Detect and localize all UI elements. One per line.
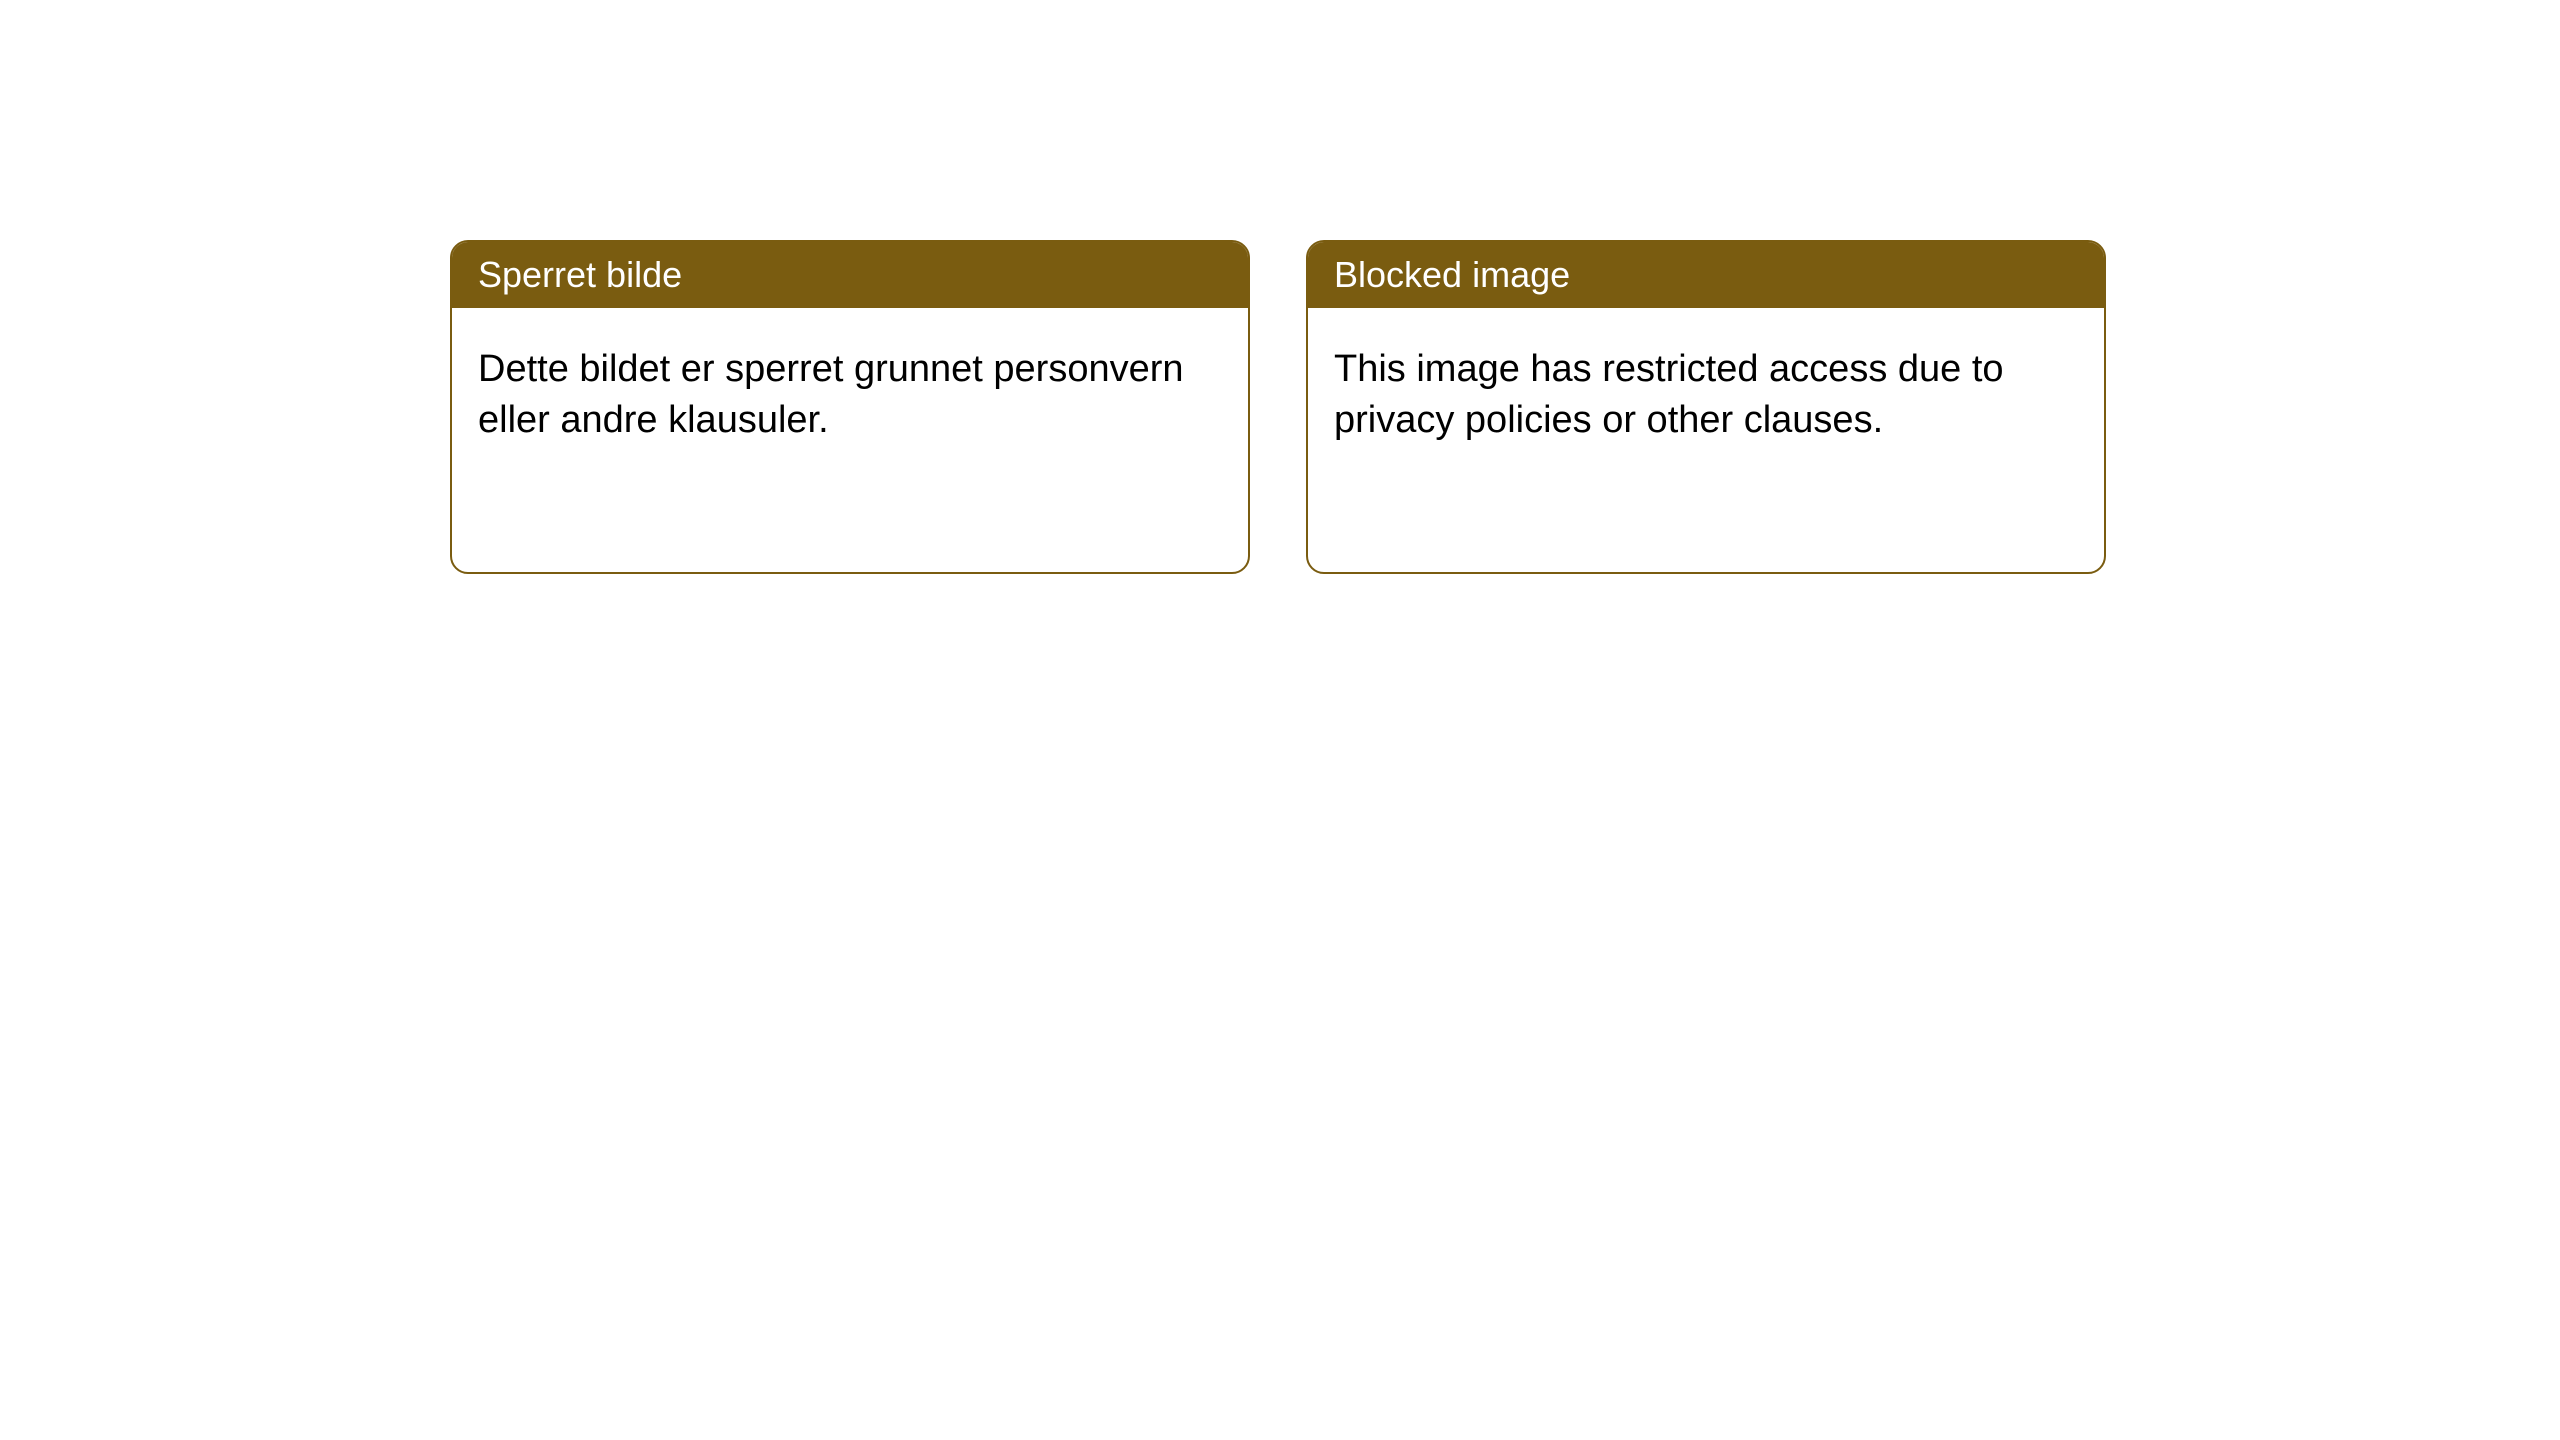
notice-body: Dette bildet er sperret grunnet personve…: [452, 308, 1248, 483]
notice-container: Sperret bilde Dette bildet er sperret gr…: [0, 0, 2560, 574]
notice-header: Sperret bilde: [452, 242, 1248, 308]
notice-body-text: Dette bildet er sperret grunnet personve…: [478, 348, 1184, 441]
notice-card-english: Blocked image This image has restricted …: [1306, 240, 2106, 574]
notice-body-text: This image has restricted access due to …: [1334, 348, 2004, 441]
notice-header: Blocked image: [1308, 242, 2104, 308]
notice-card-norwegian: Sperret bilde Dette bildet er sperret gr…: [450, 240, 1250, 574]
notice-title: Sperret bilde: [478, 254, 682, 295]
notice-body: This image has restricted access due to …: [1308, 308, 2104, 483]
notice-title: Blocked image: [1334, 254, 1570, 295]
